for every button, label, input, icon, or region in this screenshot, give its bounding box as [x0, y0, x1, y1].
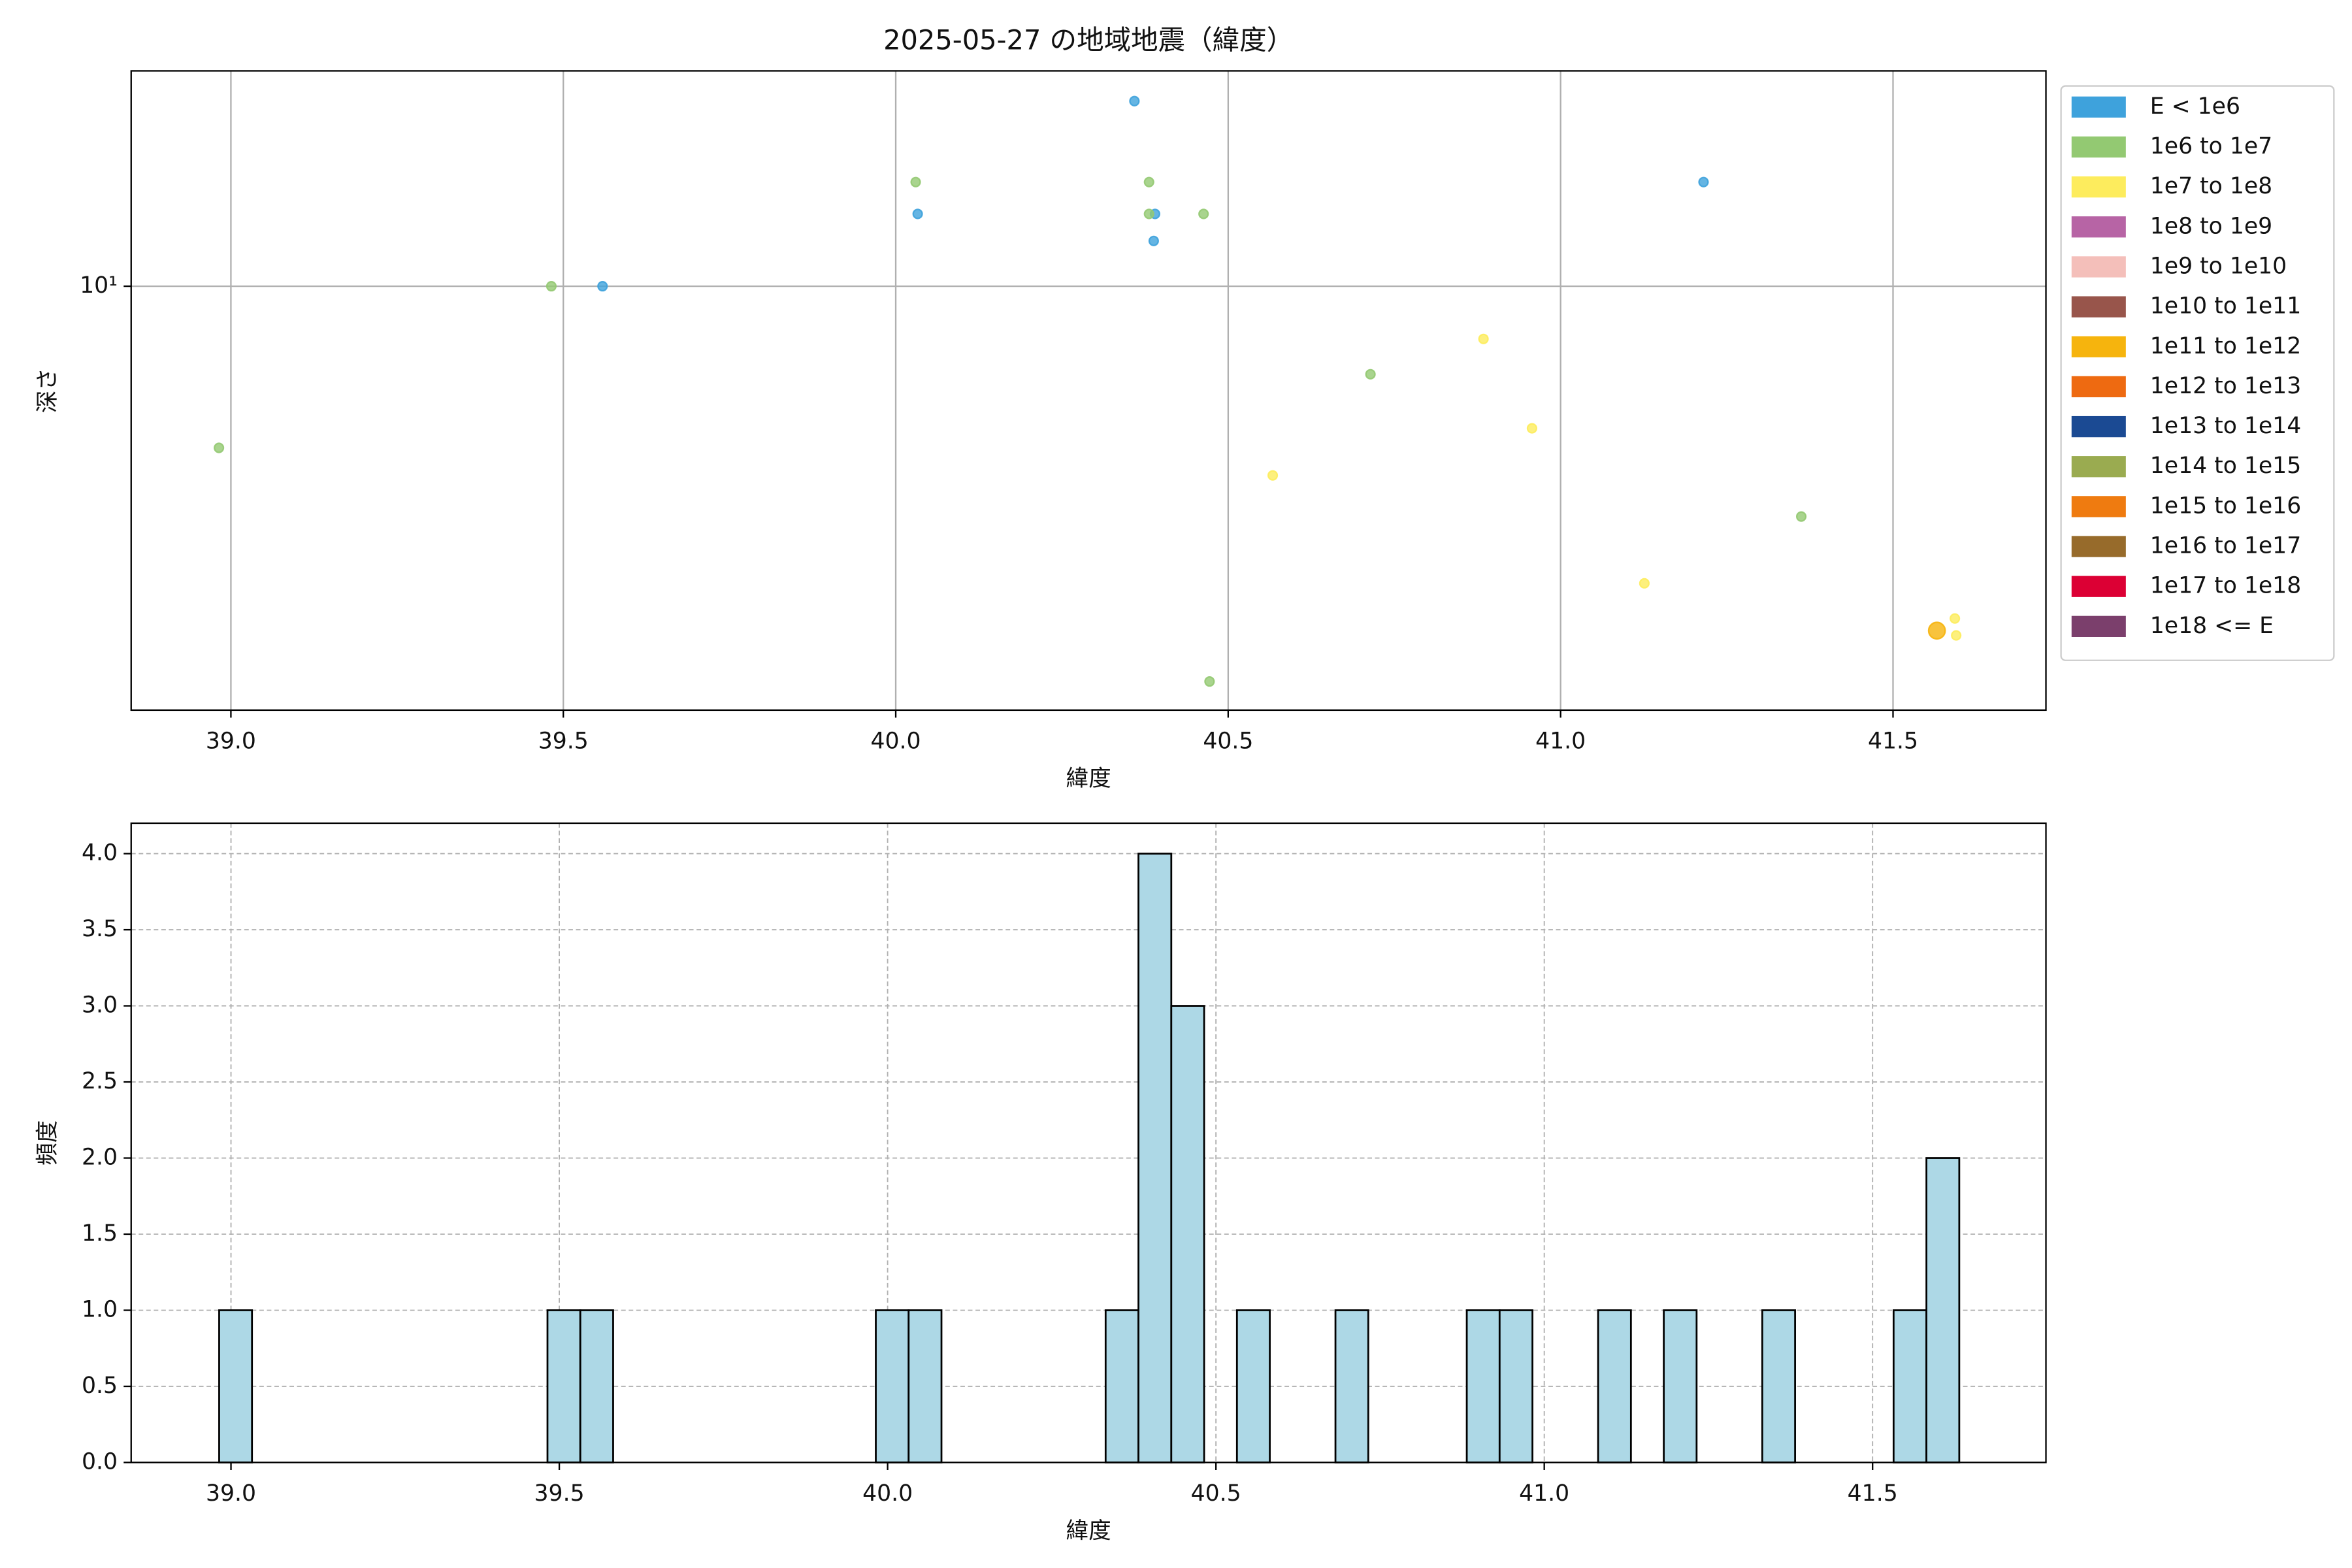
legend-label: 1e10 to 1e11: [2150, 293, 2301, 319]
scatter-point: [1526, 423, 1537, 434]
legend-swatch: [2071, 256, 2126, 278]
histogram-bar: [1663, 1309, 1698, 1463]
scatter-point: [1478, 333, 1489, 344]
scatter-point: [1143, 208, 1154, 220]
legend-swatch: [2071, 456, 2126, 478]
plot-frame: [130, 70, 2047, 711]
histogram-bar: [546, 1309, 581, 1463]
legend-label: 1e7 to 1e8: [2150, 173, 2272, 199]
y-axis-label: 頻度: [35, 1120, 61, 1166]
x-tick-label: 40.0: [862, 1480, 913, 1507]
histogram-bar: [579, 1309, 614, 1463]
y-tick-label: 0.5: [82, 1373, 118, 1399]
legend-label: 1e8 to 1e9: [2150, 213, 2272, 239]
x-tick-label: 39.0: [206, 728, 256, 754]
legend-swatch: [2071, 136, 2126, 158]
legend-swatch: [2071, 176, 2126, 198]
legend-swatch: [2071, 296, 2126, 318]
histogram-bar: [1925, 1157, 1961, 1463]
legend-swatch: [2071, 216, 2126, 238]
legend-swatch: [2071, 615, 2126, 637]
y-tick-label: 4.0: [82, 840, 118, 866]
y-tick-label: 2.0: [82, 1145, 118, 1171]
x-axis-label: 緯度: [1066, 1518, 1111, 1544]
scatter-point: [214, 442, 225, 453]
y-tick-label: 3.5: [82, 916, 118, 942]
histogram-bar: [1761, 1309, 1796, 1463]
scatter-point: [1365, 368, 1376, 380]
legend-label: 1e13 to 1e14: [2150, 413, 2301, 439]
legend-swatch: [2071, 576, 2126, 597]
x-tick-label: 39.5: [534, 1480, 585, 1507]
scatter-point: [1204, 676, 1215, 687]
legend-label: 1e18 <= E: [2150, 613, 2274, 639]
histogram-bar: [1892, 1309, 1928, 1463]
x-tick-label: 39.0: [206, 1480, 256, 1507]
y-tick-label: 3.0: [82, 992, 118, 1019]
x-tick-label: 40.5: [1191, 1480, 1241, 1507]
x-axis-label: 緯度: [1066, 766, 1111, 792]
scatter-point: [910, 176, 921, 188]
y-tick-label: 2.5: [82, 1068, 118, 1094]
legend-swatch: [2071, 496, 2126, 517]
x-tick-label: 41.0: [1519, 1480, 1569, 1507]
legend-swatch: [2071, 416, 2126, 438]
legend-label: 1e16 to 1e17: [2150, 533, 2301, 559]
histogram-bar: [907, 1309, 943, 1463]
scatter-point: [597, 281, 608, 292]
legend-label: 1e12 to 1e13: [2150, 373, 2301, 399]
y-tick-label: 10¹: [80, 272, 118, 299]
histogram-bar: [1498, 1309, 1533, 1463]
legend-label: 1e15 to 1e16: [2150, 493, 2301, 519]
scatter-point: [1267, 470, 1279, 481]
legend-label: 1e14 to 1e15: [2150, 453, 2301, 479]
legend-swatch: [2071, 96, 2126, 118]
legend-label: 1e17 to 1e18: [2150, 573, 2301, 599]
scatter-point: [1950, 613, 1961, 624]
scatter-point: [1698, 176, 1709, 188]
scatter-point: [912, 208, 923, 220]
scatter-point: [546, 281, 557, 292]
scatter-point: [1927, 621, 1946, 640]
scatter-point: [1951, 630, 1962, 641]
scatter-point: [1795, 511, 1807, 522]
scatter-point: [1198, 208, 1209, 220]
scatter-point: [1143, 176, 1154, 188]
y-tick-label: 1.0: [82, 1296, 118, 1322]
x-tick-label: 41.5: [1848, 1480, 1898, 1507]
histogram-bar: [875, 1309, 910, 1463]
y-tick-label: 0.0: [82, 1448, 118, 1475]
legend-label: E < 1e6: [2150, 93, 2240, 120]
histogram-bar: [1170, 1005, 1205, 1463]
legend-label: 1e9 to 1e10: [2150, 253, 2287, 279]
scatter-point: [1148, 235, 1159, 246]
x-tick-label: 40.5: [1203, 728, 1253, 754]
scatter-point: [1129, 95, 1140, 106]
histogram-bar: [1597, 1309, 1632, 1463]
legend-swatch: [2071, 376, 2126, 398]
histogram-bar: [1465, 1309, 1501, 1463]
legend-label: 1e11 to 1e12: [2150, 333, 2301, 359]
histogram-bar: [1334, 1309, 1369, 1463]
x-tick-label: 40.0: [871, 728, 921, 754]
y-tick-label: 1.5: [82, 1220, 118, 1247]
legend-swatch: [2071, 336, 2126, 357]
legend-label: 1e6 to 1e7: [2150, 133, 2272, 159]
histogram-bar: [1137, 853, 1173, 1463]
scatter-point: [1639, 578, 1650, 589]
histogram-bar: [1104, 1309, 1139, 1463]
x-tick-label: 41.5: [1868, 728, 1918, 754]
histogram-bar: [218, 1309, 253, 1463]
legend-box: [2060, 85, 2335, 661]
chart-title: 2025-05-27 の地域地震（緯度）: [883, 24, 1294, 56]
x-tick-label: 39.5: [538, 728, 589, 754]
y-axis-label: 深さ: [35, 368, 61, 413]
plot-frame: [130, 822, 2047, 1463]
x-tick-label: 41.0: [1535, 728, 1586, 754]
legend-swatch: [2071, 536, 2126, 557]
histogram-bar: [1235, 1309, 1271, 1463]
